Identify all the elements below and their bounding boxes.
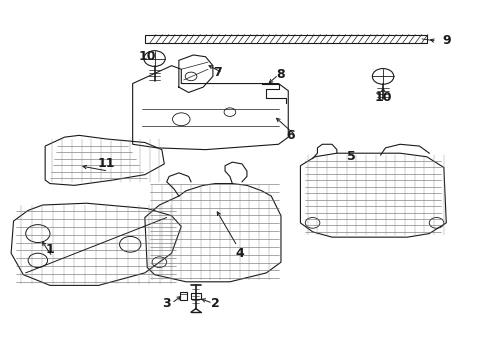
Text: 5: 5 (346, 150, 355, 163)
Text: 3: 3 (162, 297, 171, 310)
Text: 1: 1 (45, 243, 54, 256)
Text: 6: 6 (286, 129, 294, 142)
Text: 7: 7 (213, 66, 222, 79)
Text: 10: 10 (138, 50, 156, 63)
Text: 4: 4 (235, 247, 244, 260)
Text: 8: 8 (276, 68, 285, 81)
Text: 2: 2 (210, 297, 219, 310)
Text: 10: 10 (373, 91, 391, 104)
Text: 9: 9 (441, 34, 449, 47)
Text: 11: 11 (97, 157, 115, 170)
